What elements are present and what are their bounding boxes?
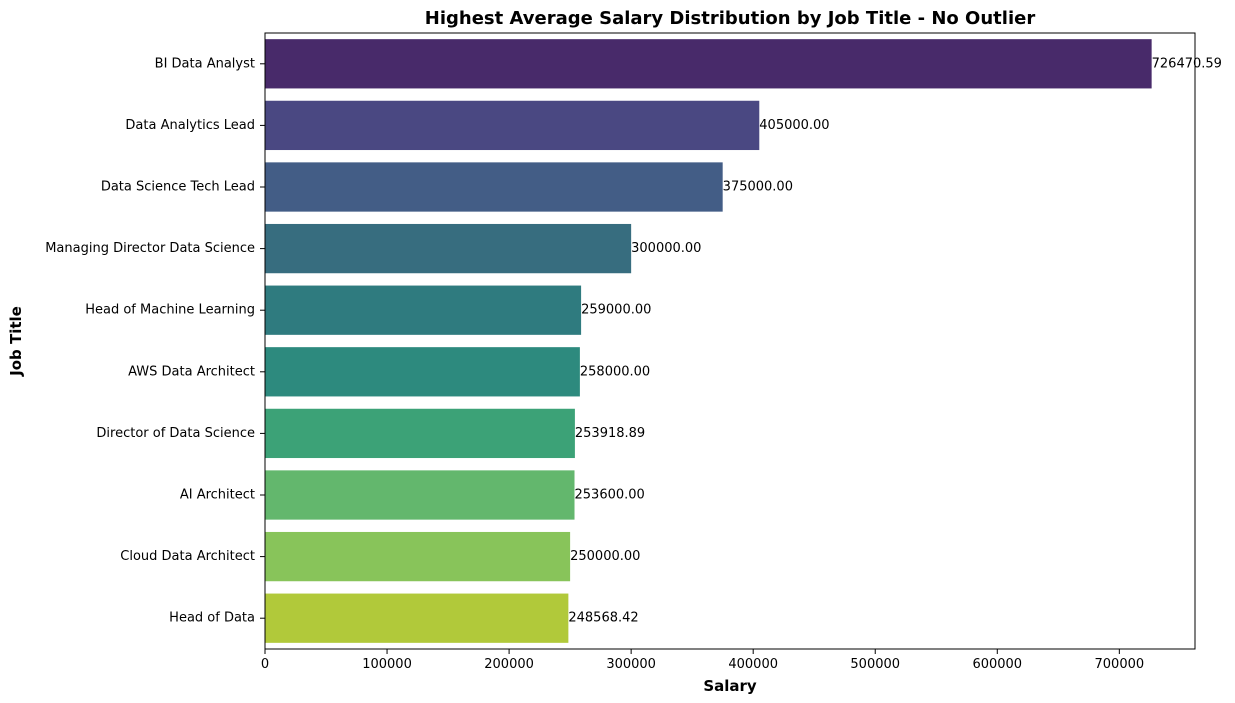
bar (265, 223, 632, 274)
data-label: 726470.59 (1152, 56, 1222, 71)
x-tick-label: 400000 (728, 657, 778, 672)
bar (265, 39, 1152, 89)
bar (265, 593, 569, 643)
y-tick-label: Data Analytics Lead (125, 118, 255, 133)
bar (265, 408, 575, 459)
x-tick-label: 100000 (362, 657, 412, 672)
y-tick-labels: BI Data Analyst Data Analytics Lead Data S… (45, 56, 265, 626)
x-tick-label: 0 (261, 657, 269, 672)
y-tick-label: AWS Data Architect (128, 364, 255, 379)
x-tick-label: 700000 (1095, 657, 1145, 672)
x-axis-label: Salary (703, 677, 757, 695)
data-labels: 726470.59 405000.00 375000.00 300000.00 2590… (568, 56, 1222, 625)
chart-title: Highest Average Salary Distribution by J… (425, 8, 1036, 29)
data-label: 405000.00 (759, 118, 829, 133)
y-tick-label: Managing Director Data Science (45, 241, 255, 256)
data-label: 375000.00 (723, 180, 793, 195)
bar (265, 100, 760, 151)
y-tick-label: AI Architect (180, 488, 255, 503)
y-tick-label: Cloud Data Architect (120, 549, 255, 564)
x-tick-labels: 0 100000 200000 300000 400000 500000 600000 700… (261, 649, 1144, 672)
data-label: 253918.89 (575, 426, 645, 441)
data-label: 259000.00 (581, 303, 651, 318)
y-tick-label: Head of Machine Learning (85, 303, 255, 318)
data-label: 248568.42 (568, 611, 638, 626)
bar (265, 162, 723, 212)
plot-frame (264, 32, 1196, 650)
data-label: 258000.00 (580, 364, 650, 379)
y-tick-label: Head of Data (169, 611, 255, 626)
bar (265, 285, 582, 335)
data-label: 300000.00 (631, 241, 701, 256)
y-tick-label: Director of Data Science (96, 426, 255, 441)
bar (265, 531, 571, 582)
x-tick-label: 200000 (484, 657, 534, 672)
x-tick-label: 600000 (972, 657, 1022, 672)
data-label: 253600.00 (575, 488, 645, 503)
x-tick-label: 300000 (606, 657, 656, 672)
y-tick-label: Data Science Tech Lead (101, 180, 255, 195)
x-tick-label: 500000 (850, 657, 900, 672)
y-axis-label: Job Title (7, 306, 25, 377)
bar (265, 347, 580, 397)
y-tick-label: BI Data Analyst (155, 56, 255, 71)
bar (265, 470, 575, 520)
bars-group (265, 39, 1152, 643)
data-label: 250000.00 (570, 549, 640, 564)
